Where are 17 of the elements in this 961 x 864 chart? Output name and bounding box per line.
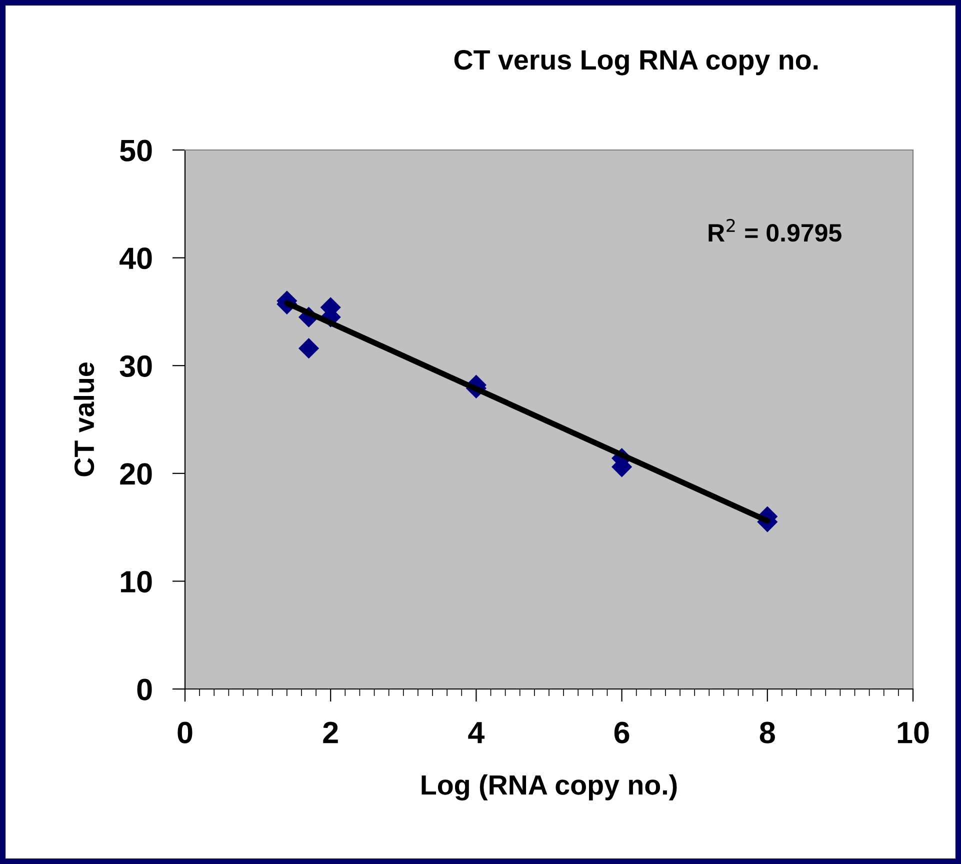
y-tick-label: 50 [120,140,152,162]
y-tick-label: 40 [120,248,152,270]
chart-title: CT verus Log RNA copy no. [454,50,818,76]
annotation: R$^{2}$ = 0.9795 [708,218,842,242]
y-tick-label: 30 [120,355,152,378]
x-tick-label: 6 [614,722,630,744]
y-tick-label: 10 [120,570,152,593]
x-tick-label: 10 [898,722,929,744]
x-tick-label: 2 [323,722,338,744]
y-axis-title: CT value [74,362,94,476]
y-tick-label: 20 [120,463,152,485]
x-tick-label: 4 [468,722,485,744]
point [298,338,320,359]
y-tick-label: 0 [137,678,152,700]
x-tick-label: 8 [760,722,775,744]
x-tick-label: 0 [178,722,192,744]
x-axis-title: Log (RNA copy no.) [422,774,677,800]
